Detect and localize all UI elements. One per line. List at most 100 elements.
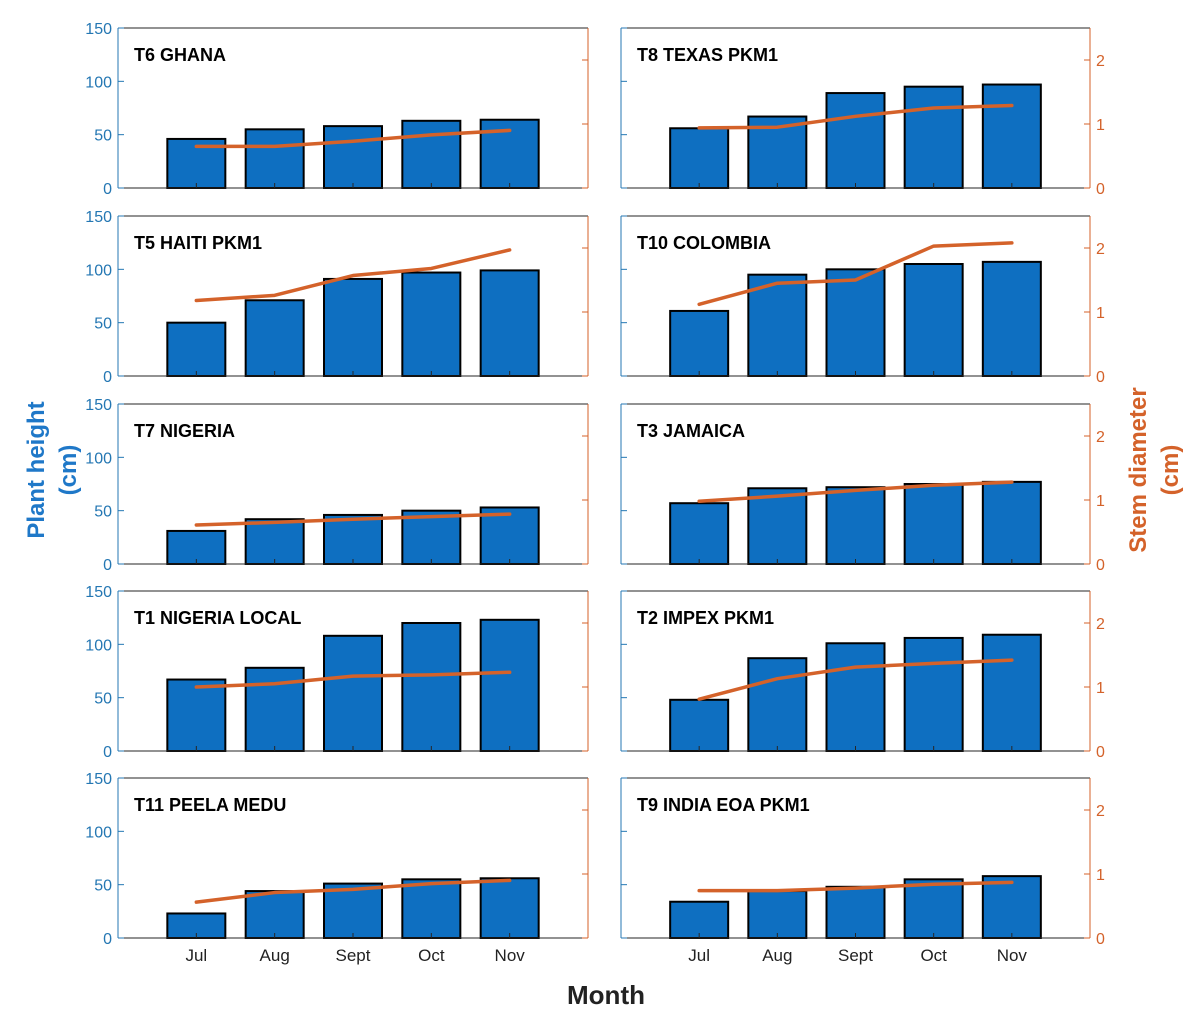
panel-7: 0 50 100 150 T1 NIGERIA LOCAL (85, 584, 589, 761)
x-tick-label-jul: Jul (185, 946, 207, 965)
bar-nov (479, 618, 540, 752)
stem-diameter-line (697, 658, 1014, 701)
ylabel-right-line2: (cm) (1157, 445, 1184, 496)
stem-diameter-line (697, 880, 1014, 893)
bar-aug (244, 890, 305, 939)
bar-nov (981, 875, 1042, 940)
left-tick-label: 150 (85, 209, 112, 226)
panel-title: T8 TEXAS PKM1 (637, 45, 778, 65)
right-tick-label: 0 (1096, 557, 1105, 574)
bar-oct (401, 509, 462, 565)
left-tick-label: 50 (94, 316, 112, 333)
right-tick-label: 1 (1096, 680, 1105, 697)
right-tick-label: 0 (1096, 931, 1105, 948)
bar-oct (401, 878, 462, 939)
bar-jul (669, 127, 730, 189)
ylabel-left-line2: (cm) (55, 445, 82, 496)
ylabel-right-line1: Stem diameter (1125, 387, 1152, 552)
x-tick-label-oct: Oct (418, 946, 445, 965)
bar-oct (401, 119, 462, 189)
panel-5: 0 50 100 150 T7 NIGERIA (85, 397, 589, 574)
bar-sept (323, 882, 383, 939)
panel-title: T5 HAITI PKM1 (134, 233, 262, 253)
stem-diameter-line (194, 128, 512, 149)
panel-title: T1 NIGERIA LOCAL (134, 608, 301, 628)
right-tick-label: 1 (1096, 117, 1105, 134)
bar-oct (903, 636, 964, 753)
bar-oct (903, 878, 964, 939)
bar-jul (669, 309, 730, 377)
left-tick-label: 150 (85, 397, 112, 414)
left-tick-label: 0 (103, 181, 112, 198)
bar-nov (981, 83, 1042, 189)
bar-sept (825, 642, 886, 752)
left-tick-label: 50 (94, 691, 112, 708)
bar-oct (903, 85, 964, 189)
bar-oct (401, 622, 462, 752)
x-tick-label-nov: Nov (997, 946, 1028, 965)
bar-nov (981, 260, 1042, 377)
panel-title: T2 IMPEX PKM1 (637, 608, 774, 628)
bar-jul (166, 321, 227, 377)
panel-title: T6 GHANA (134, 45, 226, 65)
stem-diameter-line (194, 670, 512, 689)
left-tick-label: 0 (103, 744, 112, 761)
bar-jul (166, 529, 227, 566)
x-tick-label-aug: Aug (260, 946, 290, 965)
stem-diameter-line (194, 878, 512, 904)
right-tick-label: 2 (1096, 616, 1105, 633)
right-tick-label: 2 (1096, 429, 1105, 446)
bar-aug (747, 657, 808, 753)
bar-nov (981, 633, 1042, 753)
right-tick-label: 2 (1096, 53, 1105, 70)
right-tick-label: 1 (1096, 867, 1105, 884)
panel-title: T7 NIGERIA (134, 421, 235, 441)
bar-jul (669, 900, 730, 940)
bar-aug (244, 518, 305, 566)
bar-aug (747, 487, 808, 565)
panel-6: 0 1 2 T3 JAMAICA (620, 403, 1105, 574)
panel-title: T10 COLOMBIA (637, 233, 771, 253)
bar-nov (981, 480, 1042, 565)
left-tick-label: 50 (94, 504, 112, 521)
right-tick-label: 1 (1096, 493, 1105, 510)
x-tick-label-oct: Oct (920, 946, 947, 965)
left-tick-label: 50 (94, 878, 112, 895)
panel-4: 0 1 2 T10 COLOMBIA (620, 215, 1105, 386)
panel-1: 0 50 100 150 T6 GHANA (85, 21, 589, 198)
panel-title: T9 INDIA EOA PKM1 (637, 795, 810, 815)
panel-3: 0 50 100 150 T5 HAITI PKM1 (85, 209, 589, 386)
bar-jul (166, 678, 227, 752)
bar-sept (825, 92, 886, 189)
x-tick-label-sept: Sept (838, 946, 873, 965)
left-tick-label: 0 (103, 369, 112, 386)
stem-diameter-line (697, 480, 1014, 504)
left-tick-label: 100 (85, 824, 112, 841)
left-tick-label: 0 (103, 557, 112, 574)
bar-aug (747, 890, 808, 939)
right-tick-label: 1 (1096, 305, 1105, 322)
panel-8: 0 1 2 T2 IMPEX PKM1 (620, 590, 1105, 761)
panel-title: T11 PEELA MEDU (134, 795, 286, 815)
right-tick-label: 2 (1096, 241, 1105, 258)
x-tick-label-jul: Jul (688, 946, 710, 965)
stem-diameter-line (697, 241, 1014, 307)
right-tick-label: 0 (1096, 369, 1105, 386)
left-tick-label: 150 (85, 584, 112, 601)
left-tick-label: 100 (85, 262, 112, 279)
bar-nov (479, 877, 540, 939)
bar-oct (903, 263, 964, 377)
bar-aug (244, 299, 305, 377)
x-tick-label-nov: Nov (495, 946, 526, 965)
stem-diameter-line (194, 248, 512, 303)
bar-sept (323, 125, 383, 189)
left-tick-label: 100 (85, 74, 112, 91)
left-tick-label: 100 (85, 450, 112, 467)
bar-oct (903, 483, 964, 565)
bar-sept (323, 277, 383, 377)
bar-jul (669, 698, 730, 752)
bar-sept (323, 634, 383, 752)
left-tick-label: 0 (103, 931, 112, 948)
bar-aug (244, 128, 305, 189)
